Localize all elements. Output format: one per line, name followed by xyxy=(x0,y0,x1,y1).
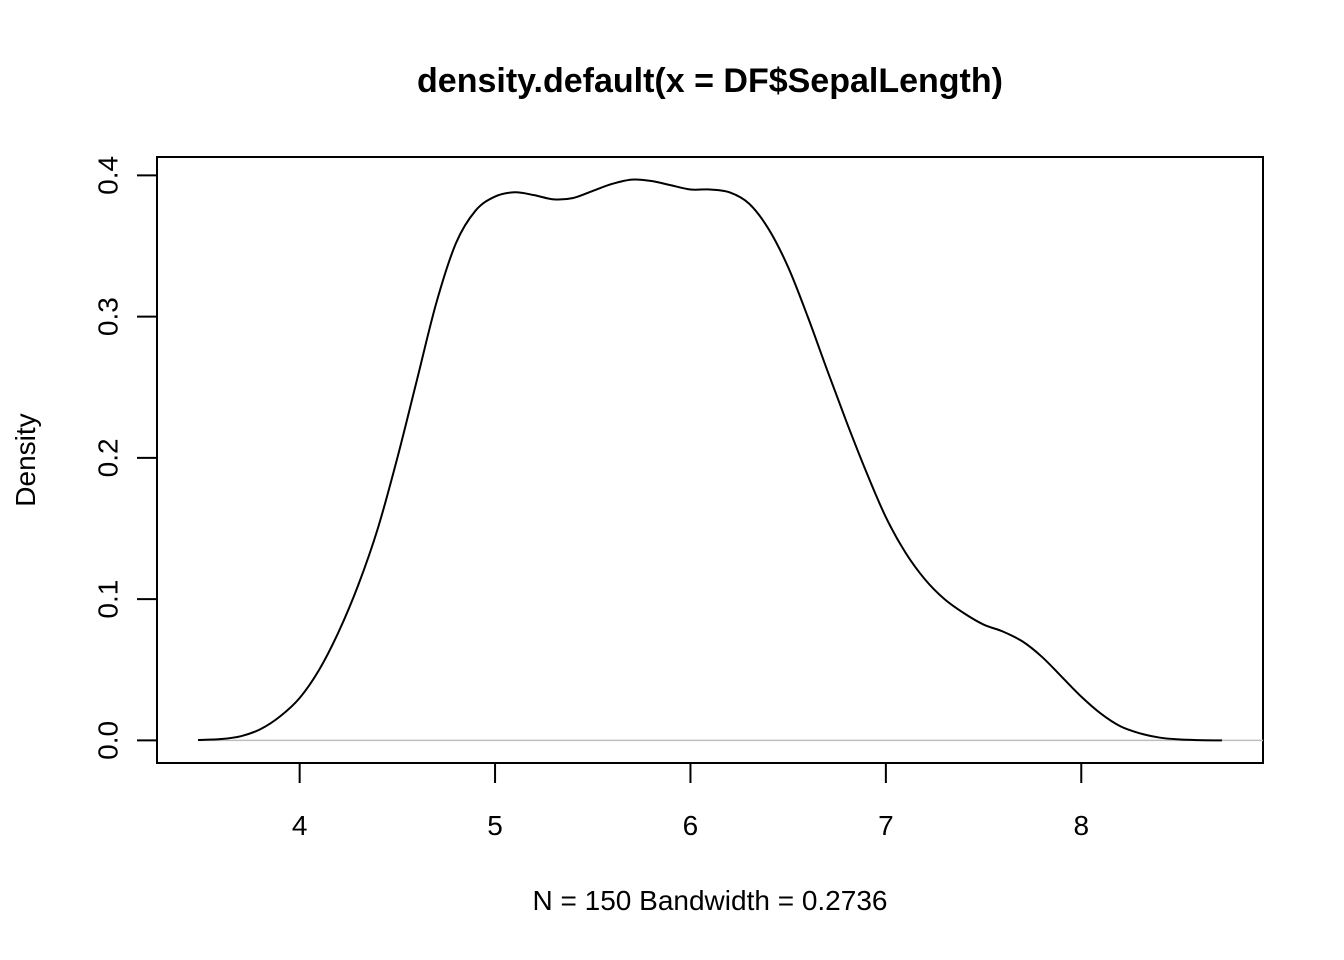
y-tick-label: 0.4 xyxy=(92,156,123,195)
density-curve xyxy=(197,178,1222,742)
x-tick-label: 5 xyxy=(487,810,503,841)
plot-frame xyxy=(156,156,1264,764)
y-tick-label: 0.1 xyxy=(92,580,123,619)
y-tick-label: 0.3 xyxy=(92,297,123,336)
y-axis-label: Density xyxy=(10,413,41,506)
y-tick-label: 0.0 xyxy=(92,721,123,760)
x-tick-label: 4 xyxy=(292,810,308,841)
y-axis: 0.0 0.1 0.2 0.3 0.4 xyxy=(92,156,158,760)
x-tick-label: 7 xyxy=(878,810,894,841)
y-tick-label: 0.2 xyxy=(92,438,123,477)
x-tick-label: 8 xyxy=(1073,810,1089,841)
x-tick-label: 6 xyxy=(683,810,699,841)
chart-title: density.default(x = DF$SepalLength) xyxy=(417,62,1003,100)
x-axis: 4 5 6 7 8 xyxy=(292,762,1089,841)
x-axis-label: N = 150 Bandwidth = 0.2736 xyxy=(533,885,888,916)
